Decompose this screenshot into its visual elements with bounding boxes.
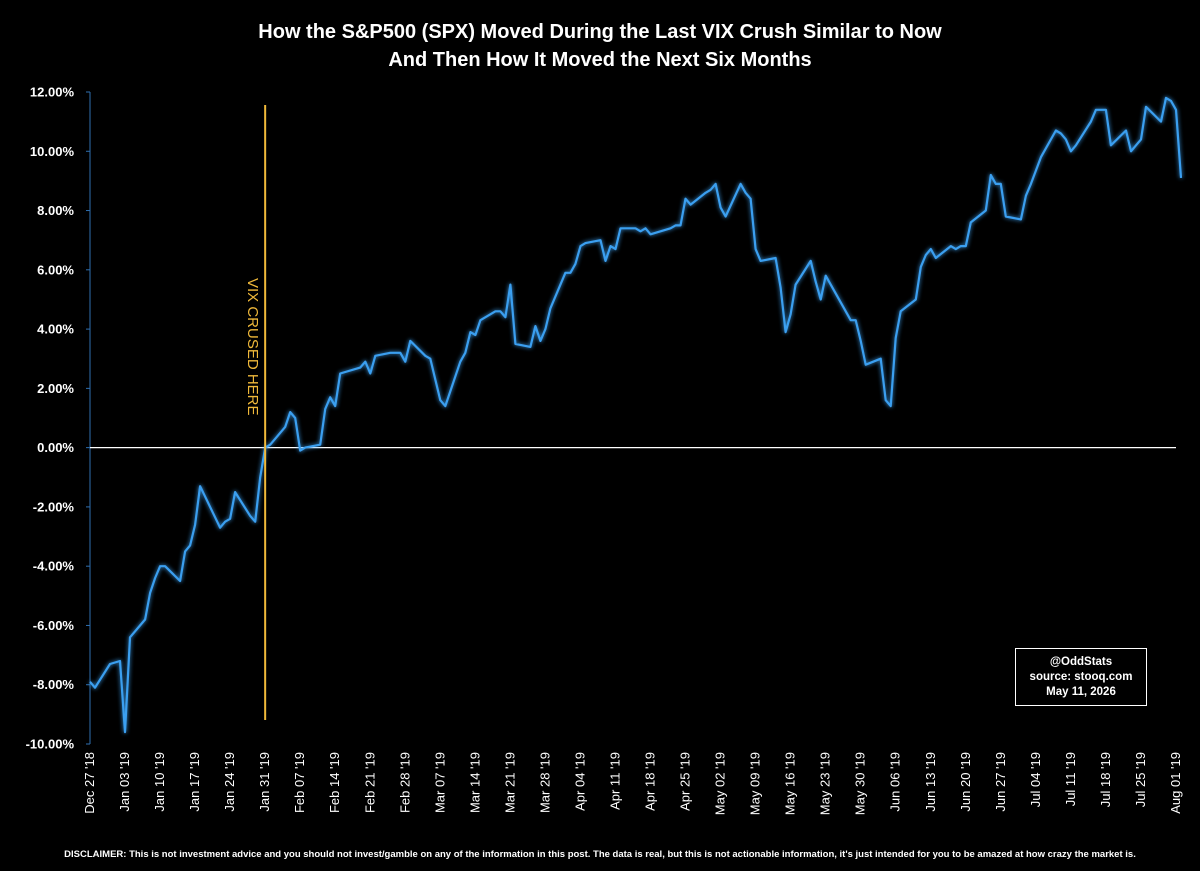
x-tick-label: Jun 06 '19 bbox=[888, 752, 903, 812]
x-tick-label: Jan 17 '19 bbox=[187, 752, 202, 812]
x-tick-label: Apr 18 '19 bbox=[643, 752, 658, 811]
x-tick-label: Jul 25 '19 bbox=[1133, 752, 1148, 807]
x-tick-label: Mar 21 '19 bbox=[502, 752, 517, 813]
x-tick-label: May 23 '19 bbox=[818, 752, 833, 815]
x-tick-label: Apr 04 '19 bbox=[572, 752, 587, 811]
x-tick-label: Jul 18 '19 bbox=[1098, 752, 1113, 807]
y-tick-label: -10.00% bbox=[26, 737, 75, 752]
x-tick-label: Jan 10 '19 bbox=[152, 752, 167, 812]
chart-title-line: How the S&P500 (SPX) Moved During the La… bbox=[258, 21, 942, 43]
y-tick-label: 12.00% bbox=[30, 85, 75, 100]
x-tick-label: Dec 27 '18 bbox=[82, 752, 97, 814]
y-tick-label: 6.00% bbox=[37, 262, 74, 277]
x-tick-label: Jan 03 '19 bbox=[117, 752, 132, 812]
x-tick-label: Feb 28 '19 bbox=[397, 752, 412, 813]
x-tick-label: Jan 24 '19 bbox=[222, 752, 237, 812]
y-tick-label: 8.00% bbox=[37, 203, 74, 218]
disclaimer: DISCLAIMER: This is not investment advic… bbox=[64, 849, 1136, 860]
x-tick-label: Mar 14 '19 bbox=[467, 752, 482, 813]
source-box: @OddStats source: stooq.com May 11, 2026 bbox=[1015, 648, 1147, 706]
y-tick-label: -8.00% bbox=[33, 677, 75, 692]
x-tick-label: Mar 28 '19 bbox=[537, 752, 552, 813]
y-tick-label: -6.00% bbox=[33, 618, 75, 633]
author-handle: @OddStats bbox=[1049, 655, 1113, 668]
x-tick-label: May 30 '19 bbox=[853, 752, 868, 815]
data-source: source: stooq.com bbox=[1029, 670, 1133, 683]
y-tick-label: -4.00% bbox=[33, 559, 75, 574]
publish-date: May 11, 2026 bbox=[1046, 685, 1116, 698]
chart-title-line: And Then How It Moved the Next Six Month… bbox=[388, 49, 811, 71]
x-tick-label: Jul 11 '19 bbox=[1063, 752, 1078, 806]
x-tick-label: Apr 25 '19 bbox=[678, 752, 693, 811]
y-axis: 12.00% 10.00% 8.00% 6.00% 4.00% 2.00% 0.00% -2.… bbox=[26, 85, 91, 752]
x-tick-label: Aug 01 '19 bbox=[1168, 752, 1183, 814]
x-tick-label: Feb 21 '19 bbox=[362, 752, 377, 813]
chart-title: How the S&P500 (SPX) Moved During the La… bbox=[258, 21, 942, 71]
x-tick-label: Jun 13 '19 bbox=[923, 752, 938, 812]
y-tick-label: 4.00% bbox=[37, 322, 74, 337]
plot-area: VIX CRUSED HERE bbox=[89, 96, 1183, 734]
vix-crush-annotation: VIX CRUSED HERE bbox=[244, 278, 261, 416]
x-tick-label: May 09 '19 bbox=[748, 752, 763, 815]
y-tick-label: 0.00% bbox=[37, 440, 74, 455]
x-tick-label: Jun 27 '19 bbox=[993, 752, 1008, 812]
y-tick-label: -2.00% bbox=[33, 499, 75, 514]
y-tick-label: 10.00% bbox=[30, 144, 75, 159]
spx-line bbox=[89, 96, 1183, 734]
x-tick-label: May 16 '19 bbox=[783, 752, 798, 815]
x-tick-label: Jun 20 '19 bbox=[958, 752, 973, 812]
x-tick-label: Jan 31 '19 bbox=[257, 752, 272, 812]
x-tick-label: Feb 14 '19 bbox=[327, 752, 342, 813]
x-tick-label: Mar 07 '19 bbox=[432, 752, 447, 813]
x-tick-label: Feb 07 '19 bbox=[292, 752, 307, 813]
x-tick-label: Apr 11 '19 bbox=[607, 752, 622, 810]
x-tick-label: May 02 '19 bbox=[713, 752, 728, 815]
x-tick-label: Jul 04 '19 bbox=[1028, 752, 1043, 807]
x-axis: Dec 27 '18 Jan 03 '19 Jan 10 '19 Jan 17 '19… bbox=[82, 752, 1183, 815]
y-tick-label: 2.00% bbox=[37, 381, 74, 396]
